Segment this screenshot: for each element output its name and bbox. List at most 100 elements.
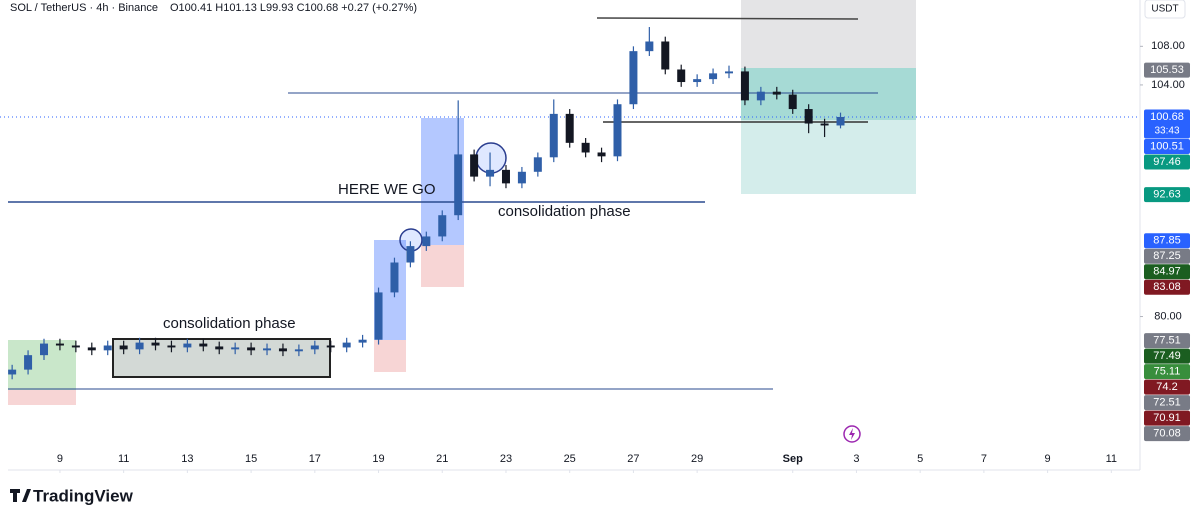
- y-tick-label: 80.00: [1154, 310, 1182, 322]
- price-label-box: [1144, 109, 1190, 139]
- candle-body: [374, 292, 383, 340]
- x-tick-label: 7: [981, 453, 987, 465]
- candles: [8, 27, 845, 380]
- price-label: 105.53: [1150, 64, 1184, 76]
- candle-body: [358, 339, 367, 343]
- price-label-box: [1144, 264, 1190, 280]
- x-tick-label: 19: [372, 453, 384, 465]
- price-label-box: [1144, 410, 1190, 426]
- price-label-box: [1144, 426, 1190, 442]
- price-label: 97.46: [1153, 156, 1181, 168]
- candle-body: [725, 71, 734, 74]
- candle-body: [199, 343, 208, 347]
- price-label-box: [1144, 248, 1190, 264]
- candle-body: [581, 142, 590, 153]
- price-label: 75.11: [1154, 365, 1181, 377]
- brand: TradingView: [33, 486, 134, 505]
- marker-circle: [475, 142, 507, 174]
- y-tick-label: 104.00: [1151, 79, 1185, 91]
- price-label: 72.51: [1153, 396, 1181, 408]
- x-tick-label: 9: [1045, 453, 1051, 465]
- candle-body: [406, 246, 415, 263]
- x-tick-label: 9: [57, 453, 63, 465]
- currency-box[interactable]: [1144, 0, 1186, 19]
- price-label-box: [1144, 348, 1190, 364]
- level-line: [596, 17, 859, 20]
- price-label-box: [1144, 379, 1190, 395]
- candle-body: [661, 41, 670, 70]
- target-zone: [741, 0, 916, 68]
- x-tick-label: 25: [564, 453, 576, 465]
- symbol-title: SOL / TetherUS · 4h · Binance: [10, 2, 158, 14]
- x-tick-label: 3: [853, 453, 859, 465]
- candle-body: [486, 169, 495, 177]
- candle-body: [342, 342, 351, 348]
- candle-body: [629, 51, 638, 105]
- annotation: consolidation phase: [163, 315, 296, 332]
- price-label: 70.91: [1153, 412, 1181, 424]
- candle-body: [294, 349, 303, 352]
- candle-body: [820, 123, 829, 126]
- alert-icon[interactable]: [843, 425, 861, 443]
- candle-body: [677, 69, 686, 83]
- x-tick-label: 15: [245, 453, 257, 465]
- candle-body: [788, 94, 797, 110]
- price-label: 100.68: [1150, 111, 1184, 123]
- price-label-box: [1144, 279, 1190, 295]
- candle-body: [263, 348, 272, 351]
- candle-body: [231, 347, 240, 350]
- price-label-box: [1144, 138, 1190, 154]
- zone: [421, 245, 464, 287]
- candle-body: [247, 347, 256, 351]
- candle-body: [693, 79, 702, 83]
- x-tick-label: 27: [627, 453, 639, 465]
- countdown: 33:43: [1154, 126, 1179, 137]
- alert-icon: [849, 428, 855, 440]
- candle-body: [40, 343, 49, 356]
- zone: [8, 390, 76, 405]
- candle-body: [55, 343, 64, 346]
- price-label-box: [1144, 187, 1190, 203]
- price-label: 84.97: [1153, 266, 1181, 278]
- price-label: 100.51: [1150, 140, 1184, 152]
- candle-body: [215, 346, 224, 350]
- price-label: 83.08: [1153, 281, 1181, 293]
- candle-body: [645, 41, 654, 52]
- x-tick-label: 5: [917, 453, 923, 465]
- candle-body: [470, 154, 479, 177]
- price-label-box: [1144, 154, 1190, 170]
- profit-zone: [741, 68, 916, 120]
- candle-body: [740, 71, 749, 101]
- currency: USDT: [1151, 4, 1178, 15]
- candle-body: [151, 342, 160, 346]
- candle-body: [310, 345, 319, 350]
- candle-body: [613, 104, 622, 157]
- candle-body: [167, 345, 176, 348]
- x-tick-label: 23: [500, 453, 512, 465]
- logo-icon: [10, 489, 31, 502]
- price-label: 77.51: [1153, 334, 1181, 346]
- price-label: 74.2: [1156, 381, 1177, 393]
- profit-zone: [741, 120, 916, 194]
- x-tick-label: 13: [181, 453, 193, 465]
- price-label: 87.25: [1153, 250, 1181, 262]
- candle-body: [422, 236, 431, 247]
- candle-body: [597, 152, 606, 157]
- candle-body: [517, 171, 526, 184]
- x-tick-label: 21: [436, 453, 448, 465]
- annotation: HERE WE GO: [338, 181, 436, 198]
- price-label: 77.49: [1153, 350, 1181, 362]
- candle-body: [501, 169, 510, 184]
- annotation: consolidation phase: [498, 203, 631, 220]
- x-tick-label: 11: [1106, 453, 1117, 465]
- candle-body: [565, 113, 574, 143]
- candle-body: [119, 345, 128, 350]
- candle-body: [804, 109, 813, 124]
- x-tick-label: 17: [309, 453, 321, 465]
- candle-body: [709, 73, 718, 80]
- candle-body: [390, 262, 399, 293]
- candle-body: [103, 345, 112, 351]
- drawings: HERE WE GO consolidation phase consolida…: [0, 0, 1140, 443]
